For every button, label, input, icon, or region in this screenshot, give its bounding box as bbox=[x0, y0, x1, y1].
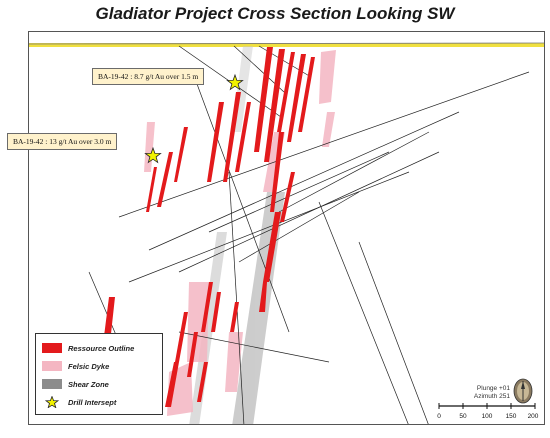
legend-label: Ressource Outline bbox=[68, 343, 135, 353]
ore-lens bbox=[174, 127, 188, 182]
scale-bar: 0 50 100 150 200 bbox=[437, 403, 539, 420]
drill-trace bbox=[178, 151, 440, 273]
legend: Ressource Outline Felsic Dyke Shear Zone… bbox=[35, 333, 163, 415]
ore-lens bbox=[254, 47, 273, 152]
drill-trace bbox=[278, 131, 430, 213]
ore-lens bbox=[263, 212, 281, 282]
drill-traces bbox=[88, 45, 530, 424]
drill-trace bbox=[128, 171, 410, 283]
drill-intercept-star-icon bbox=[226, 73, 244, 91]
drill-trace bbox=[318, 201, 409, 424]
compass-icon bbox=[513, 378, 533, 404]
scale-tick-150: 150 bbox=[506, 413, 517, 420]
scale-tick-100: 100 bbox=[482, 413, 493, 420]
resource-outlines bbox=[102, 47, 315, 407]
scale-tick-0: 0 bbox=[437, 413, 441, 420]
ore-lens bbox=[223, 92, 241, 182]
felsic-dyke-2 bbox=[322, 112, 335, 147]
ore-lens bbox=[259, 282, 267, 312]
drill-trace bbox=[208, 151, 390, 233]
ore-lens bbox=[287, 54, 306, 142]
drill-trace bbox=[148, 111, 460, 251]
orientation-info: Plunge +01 Azimuth 251 bbox=[446, 385, 510, 401]
drill-intercept-callout: BA-19-42 : 8.7 g/t Au over 1.5 m bbox=[92, 68, 205, 85]
ore-lens bbox=[197, 362, 208, 402]
legend-label: Shear Zone bbox=[68, 379, 109, 389]
drill-trace bbox=[88, 271, 120, 343]
ore-lens bbox=[280, 172, 295, 222]
ore-lens bbox=[175, 312, 188, 362]
ore-lens bbox=[264, 49, 285, 162]
drill-trace bbox=[238, 191, 360, 263]
ore-lens bbox=[187, 332, 198, 377]
ore-lens bbox=[277, 52, 295, 132]
ore-lens bbox=[201, 282, 213, 332]
section-title: Gladiator Project Cross Section Looking … bbox=[95, 4, 455, 23]
drill-intercept-callout: BA-19-42 : 13 g/t Au over 3.0 m bbox=[7, 133, 118, 150]
ore-lens bbox=[165, 362, 179, 407]
ore-lens bbox=[270, 132, 284, 212]
legend-item-resource-outline: Ressource Outline bbox=[42, 341, 134, 355]
ore-lens bbox=[207, 102, 224, 182]
drill-trace bbox=[358, 241, 429, 424]
azimuth-label: Azimuth 251 bbox=[473, 393, 510, 400]
shear-zone-west bbox=[189, 232, 227, 424]
plunge-label: Plunge +01 bbox=[476, 385, 510, 392]
resource-swatch bbox=[42, 343, 62, 353]
felsic-dyke-1 bbox=[319, 50, 336, 104]
drill-trace bbox=[228, 171, 245, 424]
drill-trace bbox=[196, 83, 290, 333]
surface-topography bbox=[29, 42, 544, 45]
drill-intercepts bbox=[144, 73, 244, 164]
shear-zone-swatch bbox=[42, 379, 62, 389]
ore-lens bbox=[235, 102, 251, 172]
ore-lens bbox=[230, 302, 239, 332]
felsic-dyke-7 bbox=[144, 122, 155, 172]
star-icon bbox=[44, 396, 60, 408]
felsic-dyke-6 bbox=[225, 332, 243, 392]
ore-lens bbox=[211, 292, 221, 332]
legend-item-shear-zone: Shear Zone bbox=[42, 377, 109, 391]
ore-lens bbox=[146, 167, 157, 212]
felsic-dyke-swatch bbox=[42, 361, 62, 371]
ore-lens bbox=[298, 57, 315, 132]
drill-trace bbox=[178, 331, 330, 363]
scale-tick-50: 50 bbox=[459, 413, 467, 420]
drill-intercept-star-icon bbox=[144, 146, 162, 164]
ore-lens bbox=[157, 152, 173, 207]
cross-section-drawing bbox=[29, 42, 544, 424]
scale-tick-200: 200 bbox=[528, 413, 539, 420]
drill-trace bbox=[118, 71, 530, 218]
legend-item-felsic-dyke: Felsic Dyke bbox=[42, 359, 109, 373]
legend-item-drill-intercept: Drill Intersept bbox=[42, 395, 116, 409]
surface-line bbox=[29, 43, 544, 47]
legend-label: Felsic Dyke bbox=[68, 361, 110, 371]
legend-label: Drill Intersept bbox=[68, 397, 117, 407]
